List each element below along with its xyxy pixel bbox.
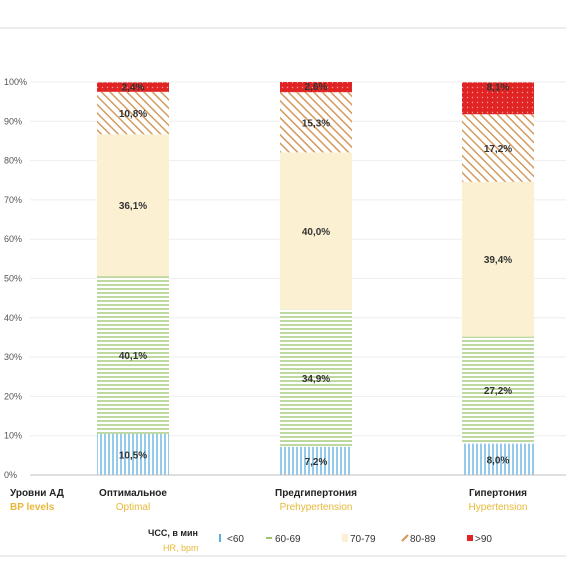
bar-segment-60-69 (280, 309, 352, 447)
data-label-gt90: 2,4% (122, 82, 145, 93)
data-label-60-69: 34,9% (302, 374, 330, 385)
bar-segment-lt60 (97, 433, 169, 475)
y-tick-label: 80% (4, 156, 22, 166)
bar-segment-80-89 (462, 114, 534, 182)
category-label-ru: Оптимальное (99, 488, 167, 499)
bar-segment-80-89 (97, 91, 169, 135)
legend-label-60-69: 60-69 (275, 534, 301, 545)
data-label-60-69: 40,1% (119, 351, 147, 362)
category-label-ru: Гипертония (469, 488, 527, 499)
legend-label-80-89: 80-89 (410, 534, 436, 545)
legend-swatch-80-89 (401, 534, 409, 542)
bar-segment-80-89 (280, 92, 352, 153)
category-label-en: Optimal (116, 502, 150, 513)
legend-label-lt60: <60 (227, 534, 244, 545)
bar-segment-gt90 (462, 82, 534, 115)
data-label-gt90: 2,6% (305, 82, 328, 93)
data-labels: 10,5% 40,1% 36,1% 10,8% 2,4% 7,2% 34,9% 40,0% 15… (119, 82, 512, 468)
bars (97, 82, 534, 475)
bar-segment-lt60 (462, 443, 534, 475)
bar-segment-70-79 (462, 181, 534, 337)
legend-title-en: HR, bpm (163, 543, 199, 553)
y-tick-label: 60% (4, 234, 22, 244)
data-label-80-89: 15,3% (302, 118, 330, 129)
data-label-lt60: 10,5% (119, 450, 147, 461)
data-label-70-79: 39,4% (484, 255, 512, 266)
legend-label-gt90: >90 (475, 534, 492, 545)
y-tick-label: 20% (4, 391, 22, 401)
category-label-ru: Предгипертония (275, 488, 357, 499)
data-label-80-89: 10,8% (119, 109, 147, 120)
data-label-lt60: 7,2% (305, 457, 328, 468)
bar-segment-gt90 (280, 82, 352, 93)
category-axis-label-en: BP levels (10, 502, 55, 513)
y-tick-label: 0% (4, 470, 17, 480)
category-label-en: Prehypertension (280, 502, 353, 513)
legend-title-ru: ЧСС, в мин (148, 528, 198, 538)
legend-swatch-lt60 (219, 534, 221, 542)
bar-segment-70-79 (280, 152, 352, 310)
y-tick-label: 100% (4, 77, 27, 87)
data-label-gt90: 8,1% (487, 82, 510, 93)
y-tick-label: 10% (4, 431, 22, 441)
y-tick-label: 70% (4, 195, 22, 205)
y-tick-label: 40% (4, 313, 22, 323)
bar-segment-lt60 (280, 446, 352, 475)
legend-label-70-79: 70-79 (350, 534, 376, 545)
data-label-70-79: 40,0% (302, 227, 330, 238)
category-labels: Оптимальное Optimal Предгипертония Prehyper… (99, 488, 527, 513)
bar-segment-70-79 (97, 134, 169, 277)
data-label-70-79: 36,1% (119, 201, 147, 212)
data-label-60-69: 27,2% (484, 386, 512, 397)
legend-swatch-70-79 (342, 534, 348, 542)
y-tick-label: 90% (4, 116, 22, 126)
legend: <60 60-69 70-79 80-89 >90 (219, 534, 492, 545)
bar-segment-60-69 (97, 276, 169, 434)
legend-swatch-gt90 (467, 535, 473, 541)
data-label-lt60: 8,0% (487, 455, 510, 466)
category-label-en: Hypertension (469, 502, 528, 513)
y-tick-label: 30% (4, 352, 22, 362)
category-axis-label-ru: Уровни АД (10, 488, 64, 499)
y-axis-ticks: 0% 10% 20% 30% 40% 50% 60% 70% 80% 90% 100% (4, 77, 27, 480)
y-tick-label: 50% (4, 274, 22, 284)
legend-swatch-60-69 (266, 537, 272, 539)
bar-segment-60-69 (462, 336, 534, 444)
data-label-80-89: 17,2% (484, 144, 512, 155)
bar-segment-gt90 (97, 82, 169, 92)
